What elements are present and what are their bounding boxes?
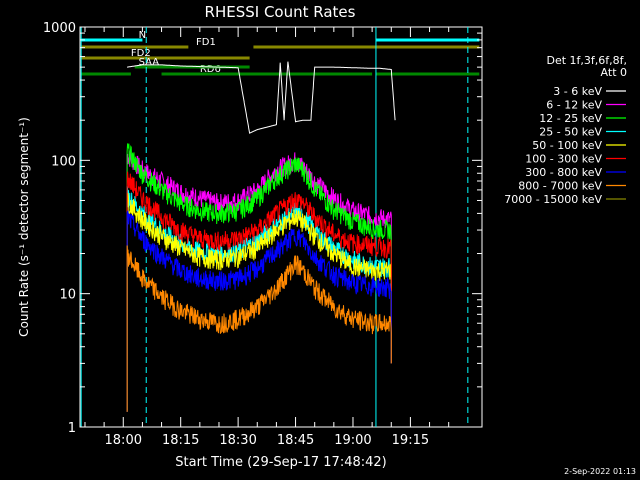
series-line-6-12-kev <box>126 150 392 412</box>
flag-label-rd6: RD6 <box>200 64 221 75</box>
series-line-800-7000-kev <box>126 245 392 412</box>
flag-label-n: N <box>139 30 146 41</box>
y-tick-label: 1 <box>68 421 76 436</box>
footer-date: 2-Sep-2022 01:13 <box>564 467 636 476</box>
flag-label-fd2: FD2 <box>131 48 151 59</box>
x-tick-label: 18:45 <box>277 433 314 448</box>
series-line-100-300-kev <box>126 171 392 412</box>
x-axis: 18:00 18:15 18:30 18:45 19:00 19:15 <box>84 27 450 448</box>
y-axis: 1 10 100 1000 <box>43 21 482 436</box>
legend-label-12-25-kev: 12 - 25 keV <box>539 112 602 125</box>
legend-label-800-7000-kev: 800 - 7000 keV <box>518 180 602 193</box>
y-axis-label: Count Rate (s⁻¹ detector segment⁻¹) <box>17 117 31 337</box>
x-tick-label: 19:00 <box>334 433 371 448</box>
x-tick-label: 18:30 <box>219 433 256 448</box>
legend-header-line: Att 0 <box>601 66 627 79</box>
legend-label-50-100-kev: 50 - 100 keV <box>532 139 602 152</box>
y-tick-label: 100 <box>51 154 76 169</box>
x-tick-label: 19:15 <box>392 433 429 448</box>
y-tick-label: 1000 <box>43 21 76 36</box>
x-tick-label: 18:15 <box>162 433 199 448</box>
series-line-50-100-kev <box>126 193 392 412</box>
legend-label-25-50-kev: 25 - 50 keV <box>539 126 602 139</box>
legend-label-300-800-kev: 300 - 800 keV <box>525 166 602 179</box>
flag-label-fd1: FD1 <box>196 37 216 48</box>
legend-label-3-6-kev: 3 - 6 keV <box>553 85 602 98</box>
y-tick-label: 10 <box>59 288 76 303</box>
chart-title: RHESSI Count Rates <box>205 3 356 21</box>
legend-label-6-12-kev: 6 - 12 keV <box>546 99 602 112</box>
legend-header-line: Det 1f,3f,6f,8f, <box>546 54 627 67</box>
series-line-3-6-kev <box>127 61 396 134</box>
plot-frame <box>79 26 483 428</box>
legend-label-100-300-kev: 100 - 300 keV <box>525 153 602 166</box>
series-line-300-800-kev <box>126 210 392 412</box>
series-line-12-25-kev <box>126 143 392 412</box>
x-axis-label: Start Time (29-Sep-17 17:48:42) <box>175 455 386 470</box>
x-tick-label: 18:00 <box>105 433 142 448</box>
legend-label-7000-15000-kev: 7000 - 15000 keV <box>504 193 602 206</box>
series-group <box>126 61 396 412</box>
flag-label-saa: SAA <box>139 57 160 68</box>
instrument-flags: N FD1 FD2 RD6 SAA <box>81 30 480 76</box>
